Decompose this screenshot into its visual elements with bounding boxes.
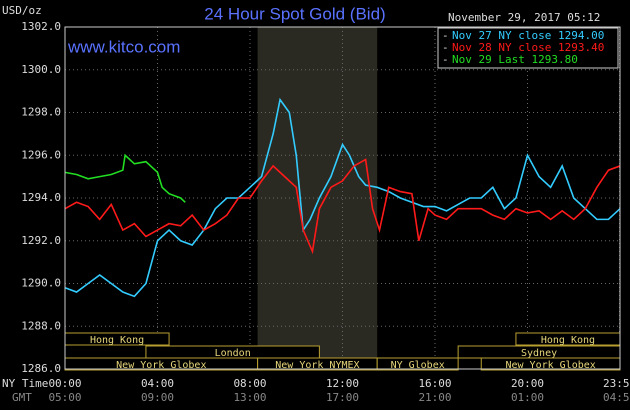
y-tick-label: 1292.0 xyxy=(21,234,61,247)
price-line xyxy=(64,158,621,255)
x2-tick-label: 05:00 xyxy=(48,391,81,404)
y-tick-label: 1298.0 xyxy=(21,106,61,119)
y-tick-label: 1290.0 xyxy=(21,277,61,290)
x-axis-label: NY Time xyxy=(2,377,48,390)
y-tick-label: 1288.0 xyxy=(21,319,61,332)
x2-tick-label: 21:00 xyxy=(418,391,451,404)
x2-tick-label: 13:00 xyxy=(233,391,266,404)
session-label: New York Globex xyxy=(116,360,206,371)
x-tick-label: 16:00 xyxy=(418,377,451,390)
chart-title: 24 Hour Spot Gold (Bid) xyxy=(204,4,385,23)
y-axis-label: USD/oz xyxy=(2,4,42,17)
x-tick-label: 12:00 xyxy=(326,377,359,390)
legend-marker: - xyxy=(442,53,449,66)
x2-tick-label: 01:00 xyxy=(511,391,544,404)
session-label: Sydney xyxy=(521,348,557,359)
timestamp: November 29, 2017 05:12 xyxy=(448,11,600,24)
watermark: www.kitco.com xyxy=(67,37,180,56)
x-tick-label: 20:00 xyxy=(511,377,544,390)
x-tick-label: 00:00 xyxy=(48,377,81,390)
session-label: NY Globex xyxy=(391,360,445,371)
x2-axis-label: GMT xyxy=(12,391,32,404)
x2-tick-label: 17:00 xyxy=(326,391,359,404)
x-tick-label: 23:59 xyxy=(603,377,630,390)
legend-label: Nov 28 NY close 1293.40 xyxy=(452,41,604,54)
session-label: New York NYMEX xyxy=(275,360,359,371)
legend-label: Nov 27 NY close 1294.00 xyxy=(452,29,604,42)
x2-tick-label: 09:00 xyxy=(141,391,174,404)
y-tick-label: 1294.0 xyxy=(21,191,61,204)
legend-marker: - xyxy=(442,29,449,42)
price-line xyxy=(64,97,621,298)
session-bar xyxy=(376,357,459,371)
legend-marker: - xyxy=(442,41,449,54)
price-line xyxy=(64,153,186,203)
session-label: New York Globex xyxy=(505,360,595,371)
legend-label: Nov 29 Last 1293.80 xyxy=(452,53,578,66)
y-tick-label: 1286.0 xyxy=(21,362,61,375)
x-tick-label: 04:00 xyxy=(141,377,174,390)
legend-box xyxy=(437,27,619,69)
y-tick-label: 1300.0 xyxy=(21,63,61,76)
session-label: Hong Kong xyxy=(541,335,595,346)
plot-border xyxy=(64,26,621,370)
y-tick-label: 1296.0 xyxy=(21,148,61,161)
session-label: Hong Kong xyxy=(90,335,144,346)
x2-tick-label: 04:59 xyxy=(603,391,630,404)
session-label: London xyxy=(215,348,251,359)
y-tick-label: 1302.0 xyxy=(21,20,61,33)
x-tick-label: 08:00 xyxy=(233,377,266,390)
